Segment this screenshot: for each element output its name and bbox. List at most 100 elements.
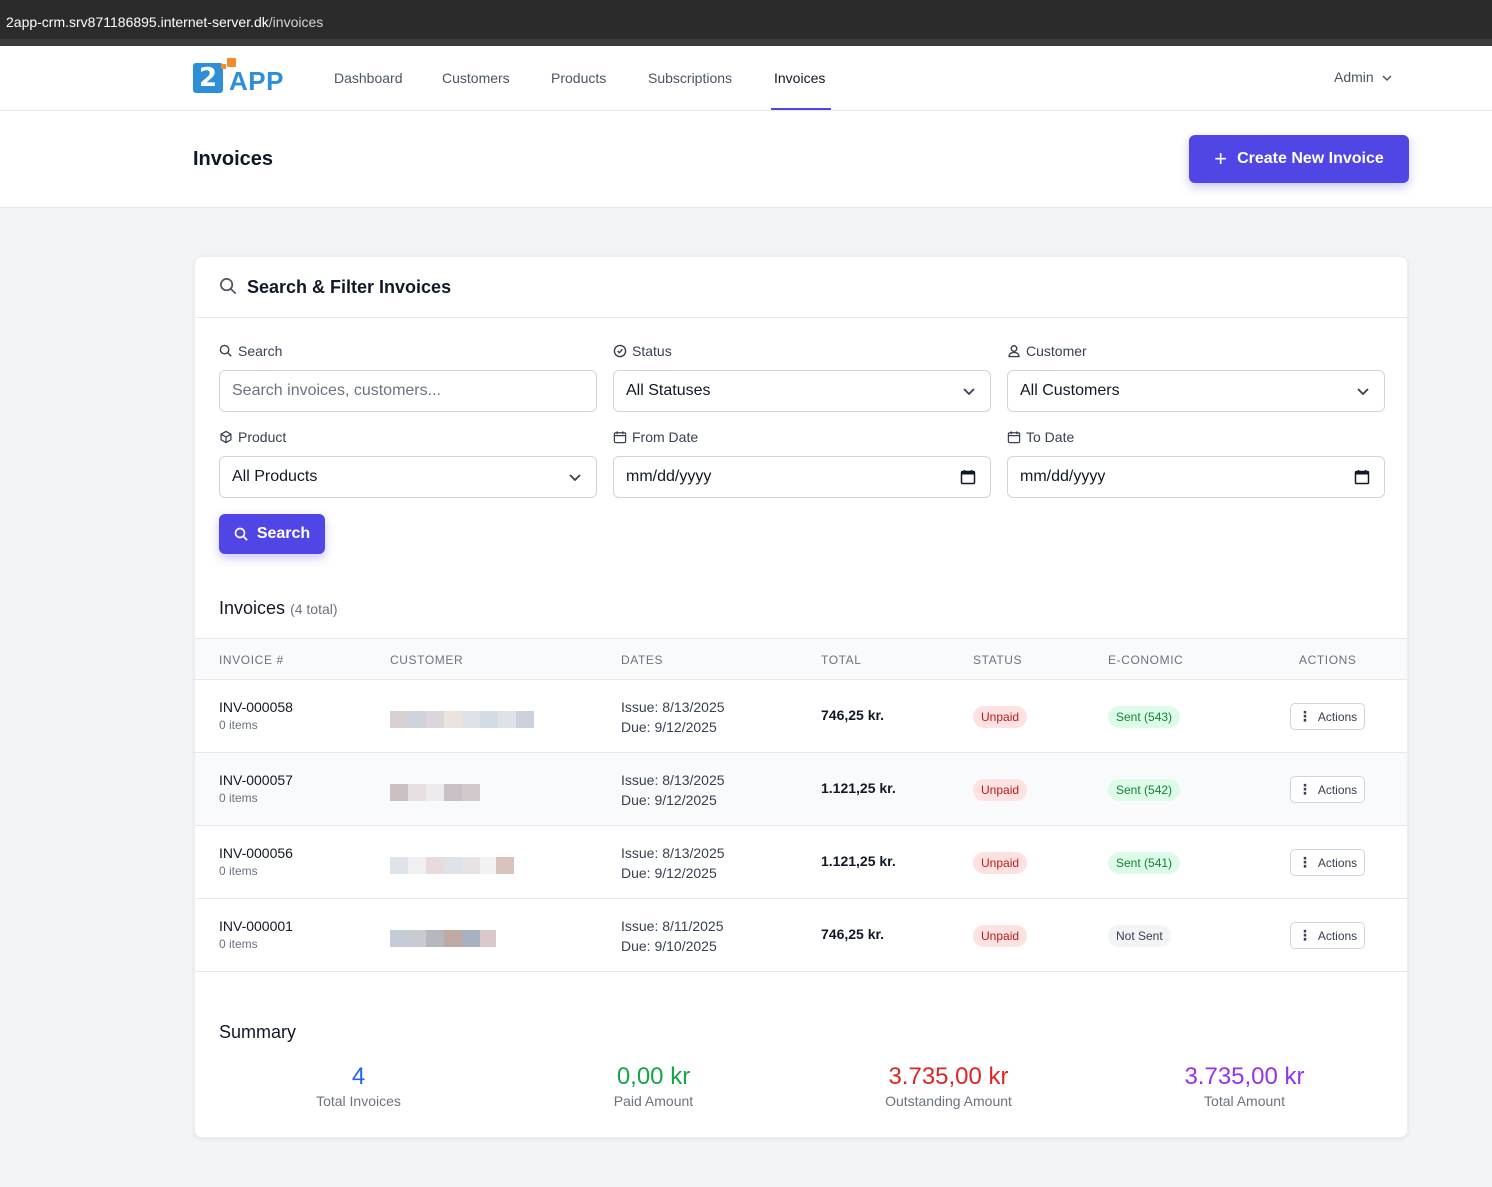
economic-badge: Sent (542) — [1108, 779, 1181, 801]
calendar-icon — [1007, 431, 1021, 444]
top-navbar: 2 APP Dashboard Customers Products Subsc… — [0, 46, 1492, 111]
more-vertical-icon: ⋮ — [1297, 854, 1312, 870]
status-badge: Unpaid — [973, 706, 1028, 728]
stat-value: 3.735,00 kr — [1184, 1063, 1305, 1090]
invoice-items: 0 items — [219, 791, 258, 805]
url-text[interactable]: 2app-crm.srv871186895.internet-server.dk… — [6, 14, 323, 30]
nav-link-invoices[interactable]: Invoices — [774, 70, 826, 86]
status-label: Status — [613, 343, 672, 359]
actions-button[interactable]: ⋮ Actions — [1290, 922, 1365, 949]
search-label-text: Search — [238, 343, 283, 359]
column-header-total: TOTAL — [821, 653, 862, 667]
actions-button[interactable]: ⋮ Actions — [1290, 849, 1365, 876]
calendar-icon[interactable] — [960, 469, 976, 490]
stat-value: 0,00 kr — [616, 1063, 691, 1090]
column-header-actions: ACTIONS — [1299, 653, 1357, 667]
page-header: Invoices + Create New Invoice — [0, 111, 1492, 208]
invoice-total: 746,25 kr. — [821, 926, 885, 942]
search-button[interactable]: Search — [219, 514, 325, 554]
column-header-customer: CUSTOMER — [390, 653, 464, 667]
actions-label: Actions — [1317, 709, 1358, 724]
from-date-value: mm/dd/yyyy — [626, 468, 712, 485]
logo-word: APP — [229, 66, 284, 96]
invoice-number[interactable]: INV-000058 — [219, 699, 293, 715]
app-logo[interactable]: 2 APP — [193, 58, 293, 96]
invoices-card: Search & Filter Invoices Search Status C… — [194, 256, 1408, 1138]
browser-divider — [0, 39, 1492, 46]
invoice-cell: INV-000056 0 items — [219, 845, 293, 878]
invoice-items: 0 items — [219, 937, 258, 951]
customer-name-redacted — [390, 711, 534, 728]
stat-value: 4 — [351, 1063, 366, 1090]
logo-accent-square-small — [221, 64, 226, 69]
product-select[interactable]: All Products — [219, 456, 597, 498]
customer-label-text: Customer — [1026, 343, 1087, 359]
table-row[interactable]: INV-000001 0 items Issue: 8/11/2025 Due:… — [195, 899, 1407, 972]
customer-name-redacted — [390, 784, 480, 801]
logo-mark: 2 — [193, 63, 223, 93]
search-icon — [234, 527, 248, 541]
logo-accent-square — [227, 58, 236, 67]
from-date-input[interactable]: mm/dd/yyyy — [613, 456, 991, 498]
issue-date: Issue: 8/13/2025 — [621, 772, 725, 788]
to-date-value: mm/dd/yyyy — [1020, 468, 1106, 485]
invoice-number[interactable]: INV-000056 — [219, 845, 293, 861]
user-menu[interactable]: Admin — [1334, 69, 1392, 85]
nav-link-subscriptions[interactable]: Subscriptions — [648, 70, 733, 86]
chevron-down-icon — [962, 384, 976, 403]
create-invoice-button[interactable]: + Create New Invoice — [1189, 135, 1409, 183]
search-input[interactable]: Search invoices, customers... — [219, 370, 597, 412]
nav-link-dashboard[interactable]: Dashboard — [334, 70, 403, 86]
due-date: Due: 9/12/2025 — [621, 719, 717, 735]
economic-badge: Not Sent — [1108, 925, 1171, 947]
issue-date: Issue: 8/13/2025 — [621, 845, 725, 861]
nav-link-products[interactable]: Products — [551, 70, 607, 86]
to-date-input[interactable]: mm/dd/yyyy — [1007, 456, 1385, 498]
search-icon — [219, 277, 238, 301]
invoices-heading: Invoices (4 total) — [219, 598, 338, 619]
issue-date: Issue: 8/11/2025 — [621, 918, 724, 934]
customer-label: Customer — [1007, 343, 1087, 359]
status-badge: Unpaid — [973, 925, 1028, 947]
check-circle-icon — [613, 344, 627, 358]
invoice-number[interactable]: INV-000001 — [219, 918, 293, 934]
actions-label: Actions — [1317, 928, 1358, 943]
stat-label: Outstanding Amount — [885, 1093, 1012, 1109]
invoice-dates: Issue: 8/13/2025 Due: 9/12/2025 — [621, 843, 725, 883]
calendar-icon[interactable] — [1354, 469, 1370, 490]
filter-header: Search & Filter Invoices — [195, 257, 1407, 318]
search-icon — [219, 344, 232, 357]
url-host: 2app-crm.srv871186895.internet-server.dk — [6, 14, 269, 30]
nav-link-customers[interactable]: Customers — [442, 70, 510, 86]
status-badge: Unpaid — [973, 852, 1028, 874]
summary-title: Summary — [219, 1022, 297, 1042]
status-select[interactable]: All Statuses — [613, 370, 991, 412]
stat-value: 3.735,00 kr — [888, 1063, 1009, 1090]
column-header-invoice: INVOICE # — [219, 653, 284, 667]
chevron-down-icon — [1356, 384, 1370, 403]
economic-badge: Sent (541) — [1108, 852, 1181, 874]
invoice-total: 746,25 kr. — [821, 707, 885, 723]
user-icon — [1008, 345, 1020, 358]
customer-select[interactable]: All Customers — [1007, 370, 1385, 412]
stat-total-amount: 3.735,00 kr Total Amount — [1097, 1063, 1392, 1109]
table-row[interactable]: INV-000056 0 items Issue: 8/13/2025 Due:… — [195, 826, 1407, 899]
more-vertical-icon: ⋮ — [1297, 927, 1312, 943]
invoice-count: (4 total) — [290, 601, 338, 617]
search-placeholder: Search invoices, customers... — [232, 382, 441, 399]
product-select-value: All Products — [232, 468, 318, 485]
stat-paid-amount: 0,00 kr Paid Amount — [506, 1063, 801, 1109]
invoice-number[interactable]: INV-000057 — [219, 772, 293, 788]
stat-label: Total Invoices — [316, 1093, 401, 1109]
actions-button[interactable]: ⋮ Actions — [1290, 776, 1365, 803]
table-row[interactable]: INV-000058 0 items Issue: 8/13/2025 Due:… — [195, 680, 1407, 753]
table-row[interactable]: INV-000057 0 items Issue: 8/13/2025 Due:… — [195, 753, 1407, 826]
column-header-economic: E-CONOMIC — [1108, 653, 1184, 667]
invoices-heading-text: Invoices — [219, 598, 286, 618]
browser-url-bar: 2app-crm.srv871186895.internet-server.dk… — [0, 0, 1492, 46]
actions-label: Actions — [1317, 782, 1358, 797]
actions-button[interactable]: ⋮ Actions — [1290, 703, 1365, 730]
due-date: Due: 9/10/2025 — [621, 938, 717, 954]
status-badge: Unpaid — [973, 779, 1028, 801]
plus-icon: + — [1214, 146, 1228, 171]
